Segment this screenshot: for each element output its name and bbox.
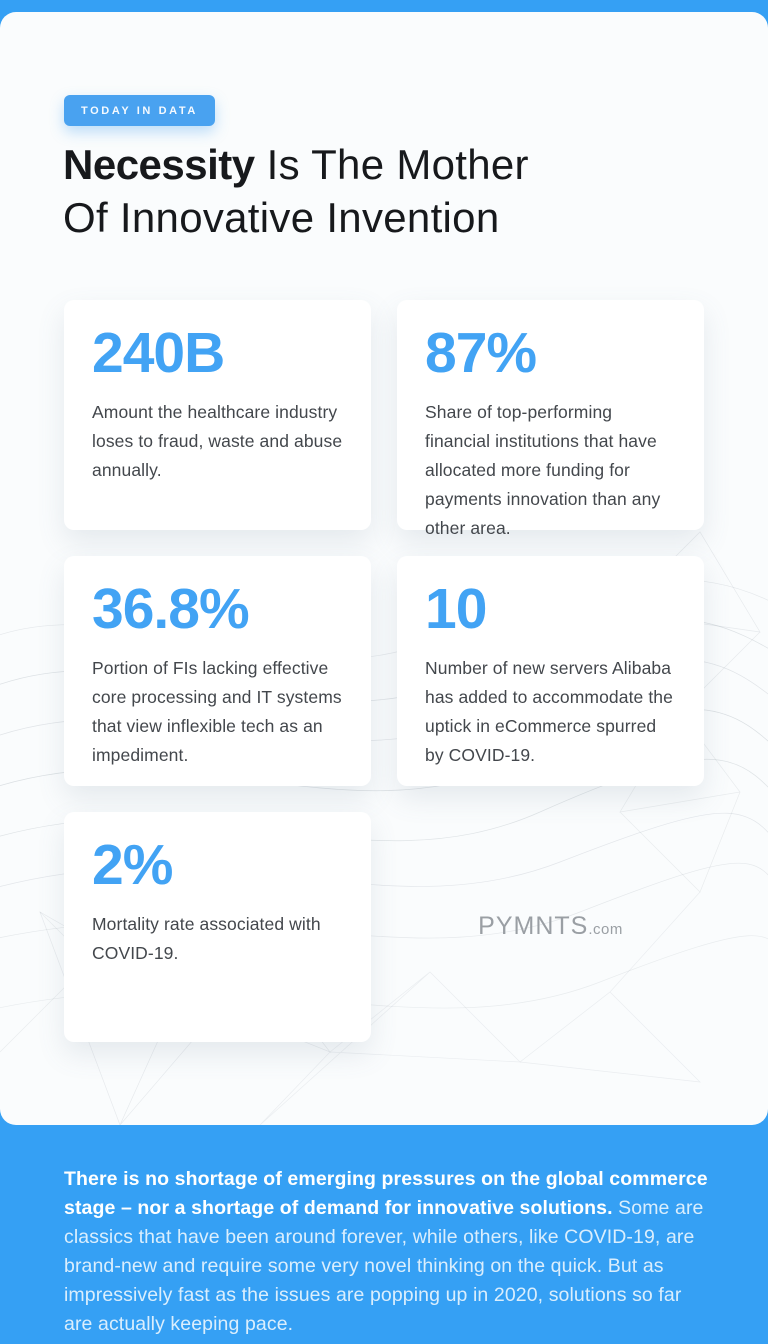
stat-value: 36.8% bbox=[92, 577, 250, 641]
footer-lead-bold: There is no shortage of emerging pressur… bbox=[64, 1168, 708, 1219]
pymnts-logo-brand: PYMNTS bbox=[478, 912, 589, 940]
stat-value: 240B bbox=[92, 321, 225, 385]
stat-value: 2% bbox=[92, 833, 173, 897]
stat-card-fi-funding: 87% Share of top-performing financial in… bbox=[397, 300, 704, 538]
stat-description: Portion of FIs lacking effective core pr… bbox=[92, 658, 342, 765]
stat-description: Number of new servers Alibaba has added … bbox=[425, 658, 673, 765]
footer-banner: There is no shortage of emerging pressur… bbox=[0, 1125, 768, 1344]
stat-value: 10 bbox=[425, 577, 487, 641]
page-title: Necessity Is The Mother Of Innovative Inv… bbox=[63, 138, 683, 244]
pymnts-logo-suffix: .com bbox=[588, 921, 623, 938]
stat-description: Share of top-performing financial instit… bbox=[425, 402, 661, 538]
stat-card-alibaba-servers: 10 Number of new servers Alibaba has add… bbox=[397, 556, 704, 786]
stat-value: 87% bbox=[425, 321, 537, 385]
footer-body-regular: Some are classics that have been around … bbox=[64, 1197, 704, 1335]
stat-description: Amount the healthcare industry loses to … bbox=[92, 402, 343, 480]
stat-description: Mortality rate associated with COVID-19. bbox=[92, 914, 321, 963]
today-in-data-badge: TODAY IN DATA bbox=[64, 95, 215, 126]
stat-card-covid-mortality: 2% Mortality rate associated with COVID-… bbox=[64, 812, 371, 1042]
content-panel: TODAY IN DATA Necessity Is The Mother Of … bbox=[0, 12, 768, 1125]
stat-card-core-processing: 36.8% Portion of FIs lacking effective c… bbox=[64, 556, 371, 786]
stat-card-healthcare-fraud: 240B Amount the healthcare industry lose… bbox=[64, 300, 371, 530]
stat-card-grid: 240B Amount the healthcare industry lose… bbox=[64, 300, 704, 1042]
footer-paragraph: There is no shortage of emerging pressur… bbox=[64, 1165, 712, 1339]
title-line2: Of Innovative Invention bbox=[63, 194, 500, 241]
pymnts-logo: PYMNTS.com bbox=[397, 912, 704, 941]
title-bold-word: Necessity bbox=[63, 141, 255, 188]
title-rest: Is The Mother bbox=[254, 141, 529, 188]
